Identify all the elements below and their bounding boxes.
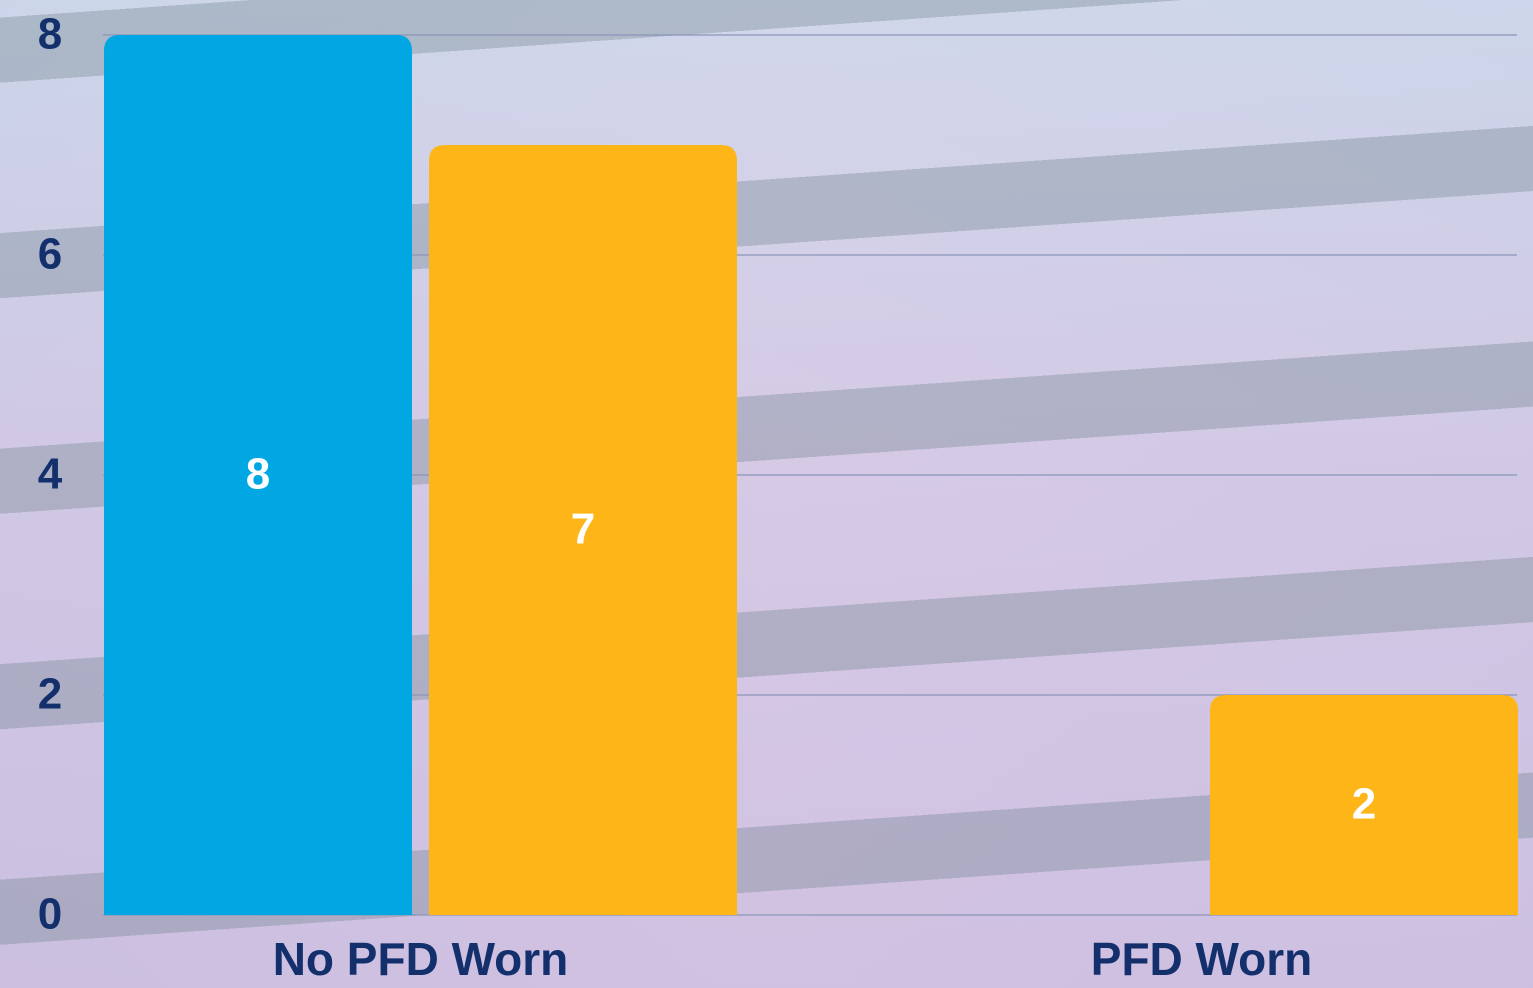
y-tick-label: 8 [38, 10, 62, 59]
y-tick-label: 0 [38, 890, 62, 939]
bar [1210, 695, 1518, 915]
x-tick-label: No PFD Worn [273, 933, 569, 985]
bar [104, 35, 412, 915]
bar [429, 145, 737, 915]
value-label: 2 [1352, 780, 1376, 829]
value-label: 7 [571, 505, 595, 554]
y-tick-label: 2 [38, 670, 62, 719]
y-tick-label: 6 [38, 230, 62, 279]
value-label: 8 [246, 450, 270, 499]
x-tick-label: PFD Worn [1091, 933, 1312, 985]
y-tick-label: 4 [38, 450, 63, 499]
